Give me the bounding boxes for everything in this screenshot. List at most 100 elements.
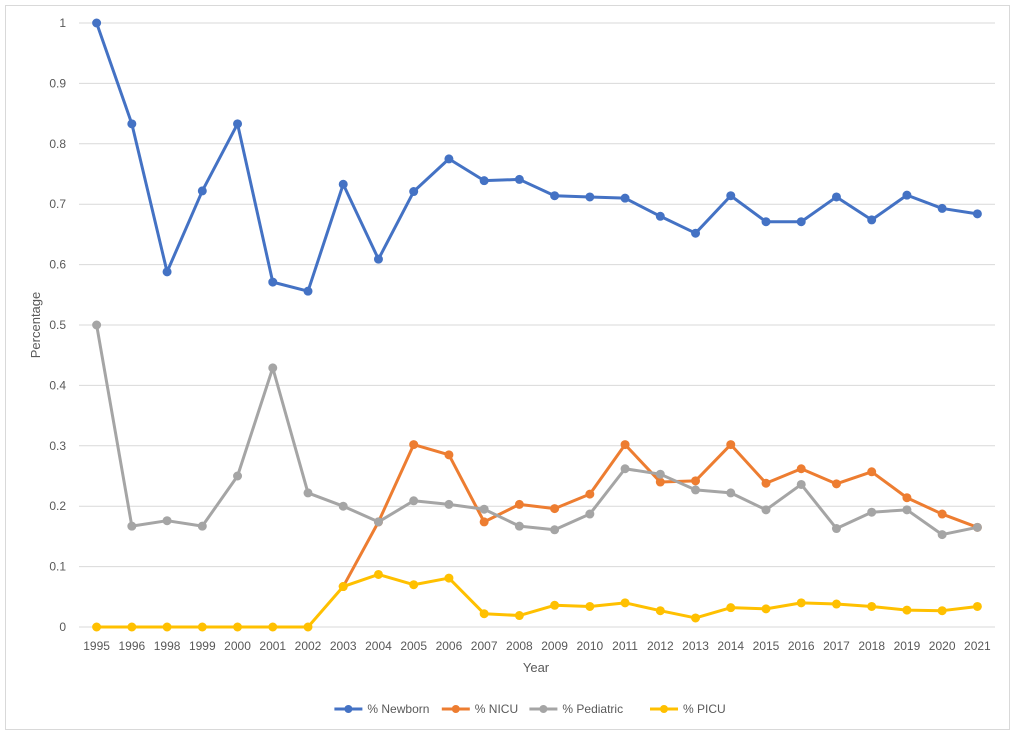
data-point [726, 603, 736, 613]
data-point [409, 187, 419, 197]
data-point [303, 622, 313, 632]
y-tick-label: 0.2 [49, 499, 66, 513]
data-point [620, 440, 630, 450]
data-point [550, 191, 560, 201]
data-point [162, 267, 172, 277]
legend-swatch-marker [660, 705, 668, 713]
data-point [550, 600, 560, 610]
data-point [127, 119, 137, 129]
data-point [514, 611, 524, 621]
data-point [867, 215, 877, 225]
data-point [761, 604, 771, 614]
data-point [655, 477, 665, 487]
data-point [479, 176, 489, 186]
data-point [655, 469, 665, 479]
x-tick-label: 2011 [612, 639, 638, 653]
data-point [937, 606, 947, 616]
y-tick-label: 0.1 [49, 560, 66, 574]
series-2 [92, 320, 982, 540]
x-tick-label: 1998 [154, 639, 181, 653]
gridlines [79, 22, 995, 568]
legend-label: % NICU [475, 702, 518, 716]
data-point [444, 573, 454, 583]
series-line [95, 323, 979, 537]
data-point [796, 217, 806, 227]
data-point [620, 598, 630, 608]
data-point [585, 601, 595, 611]
data-point [902, 605, 912, 615]
data-point [338, 582, 348, 592]
x-tick-label: 2008 [506, 639, 533, 653]
data-point [831, 479, 841, 489]
legend-swatch-marker [451, 705, 460, 713]
data-point [655, 606, 665, 616]
x-tick-label: 2010 [576, 639, 603, 653]
data-point [373, 569, 383, 579]
data-point [726, 191, 736, 201]
x-tick-label: 2017 [823, 639, 850, 653]
data-point [620, 193, 630, 203]
x-tick-label: 2007 [471, 639, 498, 653]
data-point [373, 254, 383, 264]
x-tick-label: 2002 [295, 639, 322, 653]
y-tick-label: 0 [59, 620, 66, 634]
chart-frame [5, 5, 1010, 730]
data-point [867, 467, 877, 477]
data-point [444, 499, 454, 509]
legend-label: % Pediatric [562, 702, 623, 716]
data-point [831, 599, 841, 609]
series-0 [92, 18, 982, 296]
data-point [831, 192, 841, 202]
data-point [92, 18, 102, 28]
data-point [691, 613, 701, 623]
x-tick-label: 1995 [83, 639, 110, 653]
data-point [338, 501, 348, 511]
data-point [972, 522, 982, 532]
x-tick-label: 2012 [647, 639, 674, 653]
data-point [761, 217, 771, 227]
data-point [796, 479, 806, 489]
y-axis-title: Percentage [28, 292, 43, 359]
data-point [197, 521, 207, 531]
data-point [796, 464, 806, 474]
x-tick-label: 2020 [929, 639, 956, 653]
x-axis-title: Year [523, 660, 550, 675]
data-point [831, 524, 841, 534]
data-point [585, 509, 595, 519]
data-point [127, 622, 137, 632]
x-tick-label: 2014 [717, 639, 744, 653]
data-point [514, 499, 524, 509]
data-point [409, 440, 419, 450]
series-1 [338, 440, 982, 592]
series-group [92, 18, 982, 632]
data-point [691, 228, 701, 238]
data-point [268, 277, 278, 287]
data-point [937, 509, 947, 519]
data-point [585, 192, 595, 202]
legend-label: % Newborn [367, 702, 429, 716]
series-line [341, 443, 979, 589]
x-tick-label: 2003 [330, 639, 357, 653]
data-point [550, 504, 560, 514]
data-point [338, 179, 348, 189]
x-tick-label: 2006 [436, 639, 463, 653]
x-tick-label: 2009 [541, 639, 568, 653]
data-point [972, 601, 982, 611]
data-point [92, 320, 102, 330]
x-tick-label: 2018 [858, 639, 885, 653]
data-point [268, 363, 278, 373]
data-point [761, 505, 771, 515]
y-tick-label: 0.6 [49, 258, 66, 272]
data-point [479, 609, 489, 619]
data-point [902, 505, 912, 515]
x-tick-label: 2001 [259, 639, 286, 653]
series-3 [92, 569, 982, 632]
x-tick-label: 1996 [118, 639, 145, 653]
x-tick-label: 2000 [224, 639, 251, 653]
data-point [303, 488, 313, 498]
data-point [268, 622, 278, 632]
data-point [233, 119, 243, 129]
data-point [92, 622, 102, 632]
data-point [691, 485, 701, 495]
